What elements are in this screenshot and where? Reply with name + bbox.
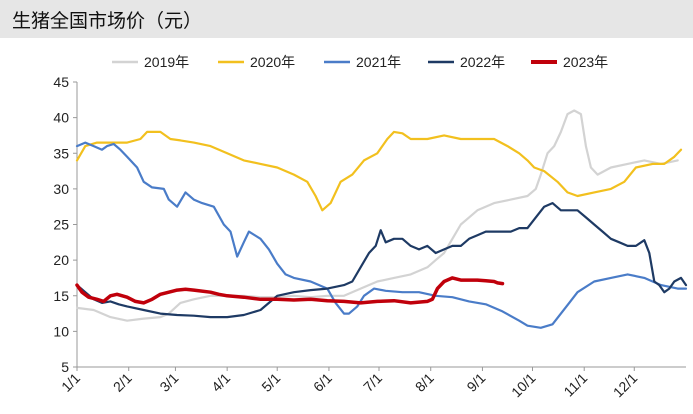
legend-label: 2023年 bbox=[563, 54, 608, 70]
y-tick-label: 10 bbox=[53, 323, 69, 339]
y-tick-label: 15 bbox=[53, 288, 69, 304]
series-layer bbox=[75, 109, 688, 329]
y-tick-label: 45 bbox=[53, 74, 69, 90]
legend: 2019年 2020年 2021年 2022年 2023年 bbox=[112, 54, 608, 70]
x-tick-label: 11/1 bbox=[560, 370, 590, 400]
chart-title-bar: 生猪全国市场价（元） bbox=[0, 0, 693, 38]
x-tick-label: 9/1 bbox=[463, 370, 488, 395]
x-tick-label: 5/1 bbox=[258, 370, 283, 395]
y-tick-label: 5 bbox=[61, 359, 69, 375]
x-tick-label: 2/1 bbox=[110, 370, 135, 395]
x-tick-label: 12/1 bbox=[610, 370, 641, 401]
legend-label: 2020年 bbox=[250, 54, 295, 70]
series-line-5 bbox=[75, 276, 505, 305]
x-tick-label: 8/1 bbox=[412, 370, 437, 395]
x-tick-label: 7/1 bbox=[360, 370, 385, 395]
chart-title: 生猪全国市场价（元） bbox=[12, 10, 203, 32]
legend-label: 2019年 bbox=[144, 54, 189, 70]
series-line-1 bbox=[75, 109, 679, 322]
x-tick-label: 3/1 bbox=[156, 370, 181, 395]
legend-label: 2022年 bbox=[460, 54, 505, 70]
series-line-2 bbox=[75, 130, 683, 212]
x-tick-label: 10/1 bbox=[508, 370, 539, 401]
y-tick-label: 40 bbox=[53, 110, 69, 126]
line-chart: 2019年 2020年 2021年 2022年 2023年 5 10 15 20 25 30 35 4… bbox=[53, 54, 688, 400]
series-line-4 bbox=[75, 202, 688, 319]
x-tick-label: 6/1 bbox=[310, 370, 335, 395]
x-tick-label: 4/1 bbox=[208, 370, 233, 395]
legend-label: 2021年 bbox=[356, 54, 401, 70]
y-tick-label: 20 bbox=[53, 252, 69, 268]
y-tick-label: 30 bbox=[53, 181, 69, 197]
y-tick-label: 25 bbox=[53, 217, 69, 233]
series-line-3 bbox=[75, 141, 688, 329]
y-tick-label: 35 bbox=[53, 145, 69, 161]
